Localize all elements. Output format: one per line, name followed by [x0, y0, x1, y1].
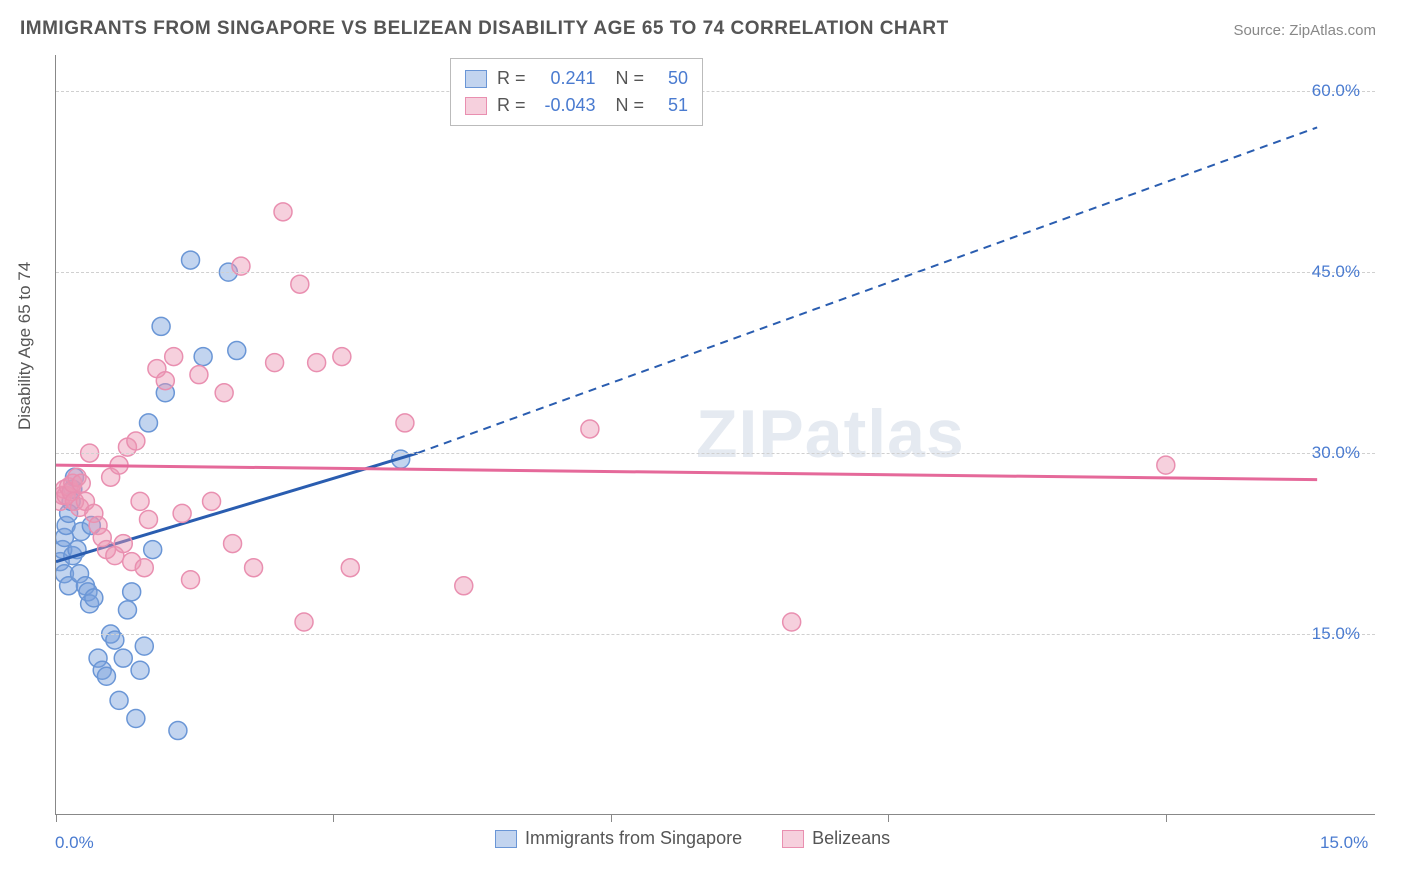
corr-R-value-singapore: 0.241: [536, 65, 596, 92]
scatter-point-singapore: [169, 722, 187, 740]
scatter-point-belizean: [1157, 456, 1175, 474]
scatter-point-belizean: [274, 203, 292, 221]
scatter-point-singapore: [152, 317, 170, 335]
x-tick: [888, 814, 889, 822]
scatter-point-belizean: [295, 613, 313, 631]
corr-N-value-belizean: 51: [654, 92, 688, 119]
scatter-point-singapore: [144, 541, 162, 559]
scatter-point-belizean: [131, 492, 149, 510]
scatter-point-belizean: [203, 492, 221, 510]
scatter-point-belizean: [291, 275, 309, 293]
scatter-point-singapore: [110, 691, 128, 709]
scatter-point-belizean: [581, 420, 599, 438]
scatter-point-singapore: [131, 661, 149, 679]
legend-swatch-singapore: [495, 830, 517, 848]
scatter-point-belizean: [341, 559, 359, 577]
legend-label-belizean: Belizeans: [812, 828, 890, 849]
scatter-point-belizean: [139, 510, 157, 528]
scatter-point-singapore: [85, 589, 103, 607]
scatter-point-singapore: [139, 414, 157, 432]
scatter-point-belizean: [156, 372, 174, 390]
scatter-point-belizean: [173, 504, 191, 522]
x-axis-end-label: 15.0%: [1320, 833, 1368, 853]
source-attribution: Source: ZipAtlas.com: [1233, 22, 1376, 39]
scatter-point-belizean: [135, 559, 153, 577]
x-tick: [1166, 814, 1167, 822]
scatter-point-singapore: [194, 348, 212, 366]
x-tick: [611, 814, 612, 822]
y-tick-label: 30.0%: [1312, 443, 1360, 463]
correlation-chart: IMMIGRANTS FROM SINGAPORE VS BELIZEAN DI…: [0, 0, 1406, 892]
corr-N-value-singapore: 50: [654, 65, 688, 92]
scatter-point-belizean: [215, 384, 233, 402]
legend-swatch-belizean: [782, 830, 804, 848]
scatter-point-belizean: [190, 366, 208, 384]
scatter-point-singapore: [182, 251, 200, 269]
legend-label-singapore: Immigrants from Singapore: [525, 828, 742, 849]
scatter-point-belizean: [165, 348, 183, 366]
scatter-point-singapore: [114, 649, 132, 667]
scatter-point-belizean: [266, 354, 284, 372]
legend-swatch-singapore: [465, 70, 487, 88]
scatter-point-belizean: [182, 571, 200, 589]
y-tick-label: 45.0%: [1312, 262, 1360, 282]
gridline: [56, 453, 1375, 454]
scatter-point-singapore: [97, 667, 115, 685]
scatter-point-belizean: [396, 414, 414, 432]
correlation-legend: R = 0.241 N = 50 R = -0.043 N = 51: [450, 58, 703, 126]
scatter-point-belizean: [245, 559, 263, 577]
corr-N-label: N =: [606, 92, 645, 119]
scatter-point-belizean: [224, 535, 242, 553]
scatter-point-singapore: [123, 583, 141, 601]
scatter-point-singapore: [127, 709, 145, 727]
series-legend: Immigrants from Singapore Belizeans: [495, 828, 890, 849]
trendline-dashed-singapore: [418, 127, 1318, 453]
corr-R-label: R =: [497, 92, 526, 119]
scatter-point-belizean: [72, 474, 90, 492]
scatter-point-belizean: [455, 577, 473, 595]
x-tick: [333, 814, 334, 822]
y-axis-label: Disability Age 65 to 74: [15, 262, 35, 430]
scatter-point-singapore: [118, 601, 136, 619]
gridline: [56, 634, 1375, 635]
x-tick: [56, 814, 57, 822]
legend-item-singapore: Immigrants from Singapore: [495, 828, 742, 849]
corr-R-label: R =: [497, 65, 526, 92]
y-tick-label: 60.0%: [1312, 81, 1360, 101]
corr-legend-row-singapore: R = 0.241 N = 50: [465, 65, 688, 92]
corr-N-label: N =: [606, 65, 645, 92]
gridline: [56, 272, 1375, 273]
plot-svg: [56, 55, 1376, 815]
trendline-belizean: [56, 465, 1317, 479]
chart-title: IMMIGRANTS FROM SINGAPORE VS BELIZEAN DI…: [20, 18, 949, 40]
legend-swatch-belizean: [465, 97, 487, 115]
plot-area: ZIPatlas 15.0%30.0%45.0%60.0%: [55, 55, 1375, 815]
y-tick-label: 15.0%: [1312, 624, 1360, 644]
gridline: [56, 91, 1375, 92]
scatter-point-belizean: [333, 348, 351, 366]
scatter-point-singapore: [135, 637, 153, 655]
legend-item-belizean: Belizeans: [782, 828, 890, 849]
x-axis-origin-label: 0.0%: [55, 833, 94, 853]
scatter-point-belizean: [783, 613, 801, 631]
corr-legend-row-belizean: R = -0.043 N = 51: [465, 92, 688, 119]
scatter-point-belizean: [114, 535, 132, 553]
scatter-point-belizean: [127, 432, 145, 450]
scatter-point-belizean: [308, 354, 326, 372]
corr-R-value-belizean: -0.043: [536, 92, 596, 119]
scatter-point-singapore: [228, 342, 246, 360]
